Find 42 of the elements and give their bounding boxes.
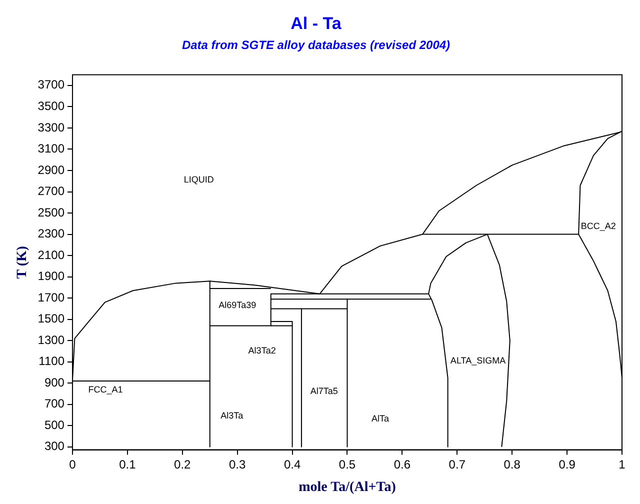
x-tick-label: 0.9	[558, 457, 576, 472]
y-tick-label: 1700	[38, 290, 65, 304]
x-tick-label: 0.7	[448, 457, 466, 472]
x-tick-label: 0.4	[284, 457, 301, 472]
x-tick-label: 0.1	[119, 457, 136, 472]
y-tick-label: 2500	[38, 205, 65, 220]
annotation: ALTA_SIGMA	[450, 355, 506, 366]
y-tick-label: 1300	[38, 332, 65, 347]
x-tick-label: 0.6	[394, 457, 411, 472]
y-tick-label: 1500	[38, 312, 65, 326]
annotation: Al7Ta5	[310, 386, 338, 396]
y-tick-label: 2900	[38, 162, 65, 177]
x-tick-label: 0.5	[338, 457, 356, 472]
y-tick-label: 900	[44, 375, 65, 390]
y-tick-label: 2100	[38, 248, 65, 262]
y-tick-label: 700	[44, 396, 65, 411]
y-axis-title: T (K)	[15, 246, 30, 279]
y-tick-label: 1900	[38, 269, 65, 284]
x-tick-label: 0	[69, 457, 76, 472]
chart-title: Al - Ta	[290, 14, 342, 33]
y-tick-label: 1100	[38, 354, 65, 368]
y-tick-label: 3500	[38, 99, 65, 114]
annotation: BCC_A2	[580, 220, 616, 231]
x-tick-label: 0.8	[504, 457, 521, 472]
y-tick-label: 300	[44, 439, 65, 454]
annotation: LIQUID	[184, 174, 214, 184]
x-tick-label: 1	[618, 457, 626, 472]
y-tick-label: 500	[44, 418, 65, 432]
annotation: Al3Ta	[220, 410, 244, 421]
annotation: Al3Ta2	[248, 345, 276, 356]
x-tick-label: 0.3	[229, 457, 246, 472]
x-axis-title: mole Ta/(Al+Ta)	[298, 480, 396, 496]
x-tick-label: 0.2	[174, 457, 192, 472]
y-tick-label: 2700	[38, 184, 65, 198]
annotation: AlTa	[371, 414, 389, 424]
y-tick-label: 3700	[38, 78, 65, 92]
y-tick-label: 3100	[38, 142, 65, 156]
annotation: Al69Ta39	[218, 300, 256, 310]
annotation: FCC_A1	[88, 384, 123, 395]
y-tick-label: 3300	[38, 120, 65, 134]
y-tick-label: 2300	[38, 226, 65, 241]
chart-subtitle: Data from SGTE alloy databases (revised 2004)	[182, 38, 450, 52]
